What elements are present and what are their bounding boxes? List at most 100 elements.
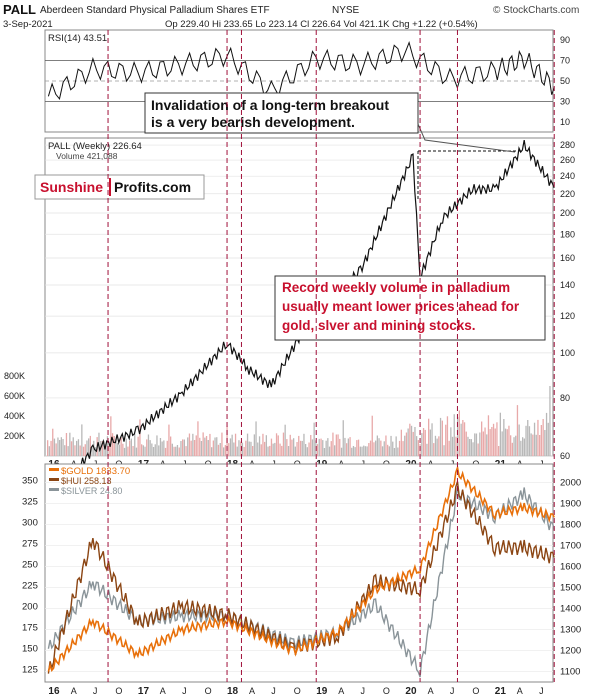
volume-bar	[395, 436, 397, 456]
volume-bar	[252, 446, 254, 456]
volume-bar	[284, 424, 286, 456]
volume-bar	[320, 438, 322, 456]
volume-bar	[545, 412, 548, 456]
volume-bar	[487, 415, 490, 456]
volume-bar	[65, 433, 68, 456]
metals-left-ticks: 350 325 300 275 250 225 200 175 150 125	[22, 475, 38, 675]
volume-bar	[224, 445, 226, 456]
metals-right-tick: 1800	[560, 520, 581, 531]
volume-bar	[152, 447, 155, 456]
volume-bar	[246, 433, 249, 456]
volume-bar	[527, 420, 529, 456]
volume-bar	[57, 437, 59, 456]
volume-bar	[364, 446, 367, 456]
volume-bar	[236, 446, 238, 456]
volume-bar	[347, 438, 349, 456]
volume-bar	[453, 414, 455, 456]
rsi-legend: RSI(14) 43.51	[48, 33, 107, 44]
annotation-breakout-line2: is a very bearish development.	[151, 114, 355, 130]
volume-bar	[240, 441, 242, 456]
volume-bar	[540, 425, 542, 456]
x-axis-bottom-label: J	[450, 686, 455, 696]
volume-bar	[523, 438, 525, 456]
price-tick-label: 220	[560, 189, 575, 199]
volume-bar	[434, 435, 437, 456]
volume-bar	[356, 440, 358, 456]
volume-bar	[72, 437, 74, 456]
volume-bar	[258, 436, 261, 456]
volume-bar	[342, 420, 344, 456]
volume-bar	[77, 439, 80, 456]
x-axis-bottom-label: J	[271, 686, 276, 696]
volume-bar	[422, 428, 425, 456]
volume-bar	[533, 422, 536, 456]
volume-bar	[498, 446, 500, 456]
volume-bar	[52, 428, 54, 456]
volume-bar	[398, 440, 401, 456]
volume-bar	[101, 441, 103, 456]
volume-bar	[489, 429, 491, 456]
metals-left-tick: 350	[22, 475, 38, 486]
volume-bar	[255, 421, 257, 456]
volume-bar	[228, 443, 230, 456]
volume-bar	[296, 442, 298, 456]
volume-bar	[163, 440, 165, 456]
volume-bar	[313, 422, 315, 456]
price-tick-label: 260	[560, 155, 575, 165]
volume-bar	[351, 447, 353, 456]
volume-bar	[229, 438, 232, 456]
volume-bar	[190, 440, 192, 456]
rsi-tick-label: 10	[560, 117, 570, 127]
price-tick-label: 100	[560, 348, 575, 358]
volume-bar	[192, 433, 194, 456]
volume-tick-label: 400K	[4, 411, 25, 421]
volume-bar	[115, 439, 117, 456]
logo-divider	[109, 178, 111, 196]
volume-bar	[149, 440, 151, 456]
volume-bar	[298, 435, 300, 456]
volume-bar	[142, 445, 144, 456]
x-axis-bottom-label: A	[249, 686, 255, 696]
annotation-volume-box	[274, 275, 546, 341]
annotation-breakout-box	[144, 92, 419, 134]
volume-bar	[146, 439, 148, 456]
volume-bar	[137, 436, 139, 456]
volume-bar	[262, 433, 264, 456]
silver-legend: $SILVER 24.80	[61, 486, 122, 496]
x-axis-bottom-label: 17	[138, 686, 150, 697]
volume-bar	[205, 436, 208, 456]
metals-right-tick: 1500	[560, 583, 581, 594]
volume-bar	[185, 446, 187, 456]
volume-bar	[383, 441, 385, 456]
volume-bar	[369, 440, 372, 456]
volume-bar	[375, 440, 377, 456]
x-axis-bottom-label: A	[71, 686, 77, 696]
volume-bar	[446, 416, 449, 456]
volume-bar	[433, 443, 435, 456]
volume-bar	[477, 443, 479, 456]
volume-bar	[508, 425, 510, 456]
volume-bar	[373, 442, 375, 456]
volume-bar	[178, 447, 180, 456]
volume-bar	[193, 440, 196, 456]
volume-bar	[260, 444, 262, 456]
volume-bar	[127, 446, 129, 456]
volume-bar	[510, 435, 512, 456]
volume-bar	[291, 439, 293, 456]
volume-bar	[428, 418, 430, 456]
volume-bar	[223, 447, 225, 456]
volume-bar	[542, 419, 544, 456]
x-axis-bottom-label: 20	[405, 686, 417, 697]
x-axis-bottom-label: O	[383, 686, 390, 696]
volume-bar	[549, 386, 551, 456]
volume-bar	[544, 430, 546, 456]
x-axis-bottom: 16 A J O 17 A J O 18 A J O 19 A J O 20 A J O 21 A J	[48, 686, 543, 697]
volume-bar	[504, 428, 507, 456]
volume-bar	[91, 445, 93, 456]
annotation-volume-line3: gold, slver and mining stocks.	[282, 318, 476, 333]
volume-bar	[151, 443, 153, 456]
volume-bar	[330, 441, 332, 456]
volume-bar	[154, 444, 156, 456]
volume-bar	[366, 446, 368, 456]
